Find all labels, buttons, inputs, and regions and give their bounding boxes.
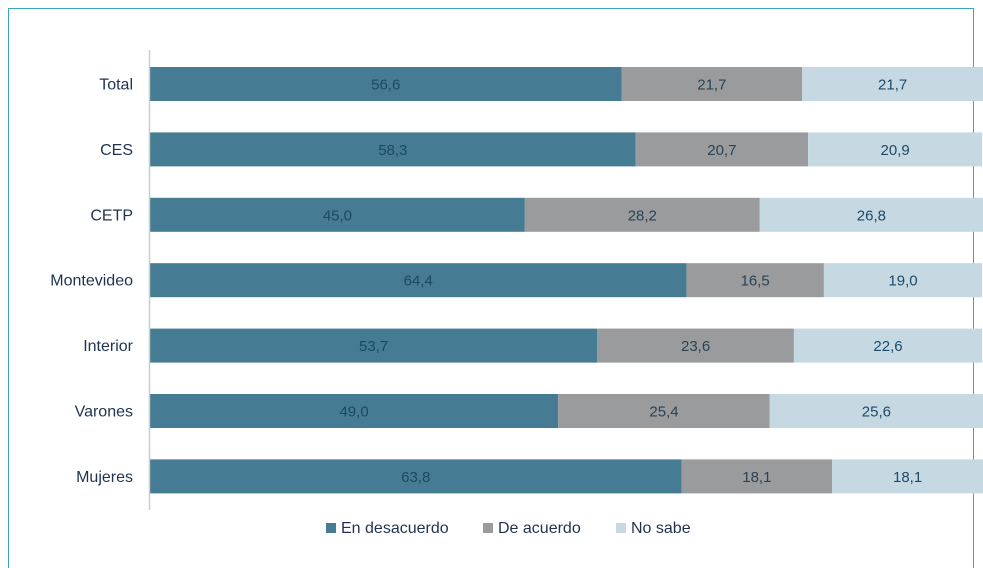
- data-label: 26,8: [857, 207, 886, 224]
- bar-segment: [524, 197, 760, 232]
- data-label: 20,7: [707, 142, 736, 159]
- data-label: 21,7: [697, 77, 726, 94]
- category-label: Mujeres: [76, 469, 133, 486]
- bar-segment: [150, 328, 598, 363]
- bar-segment: [681, 459, 833, 494]
- bar-segment: [793, 328, 983, 363]
- data-label: 56,6: [371, 77, 400, 94]
- legend-swatch: [616, 523, 626, 533]
- data-label: 18,1: [893, 469, 922, 486]
- bar-segment: [150, 459, 682, 494]
- data-label: 53,7: [359, 338, 388, 355]
- category-label: Montevideo: [50, 273, 133, 290]
- category-label: Total: [99, 77, 133, 94]
- category-label: CETP: [90, 207, 133, 224]
- bar-segment: [832, 459, 983, 494]
- bar-segment: [635, 132, 809, 167]
- bar-segment: [769, 394, 983, 428]
- bar-segment: [686, 263, 824, 298]
- data-label: 21,7: [878, 77, 907, 94]
- bar-segment: [150, 132, 636, 167]
- category-label: Varones: [75, 404, 133, 421]
- data-label: 45,0: [323, 207, 352, 224]
- category-label: CES: [100, 142, 133, 159]
- legend-swatch: [483, 523, 493, 533]
- legend-swatch: [326, 523, 336, 533]
- bar-segment: [759, 197, 983, 232]
- category-label: Interior: [83, 338, 133, 355]
- data-label: 64,4: [404, 273, 433, 290]
- legend: En desacuerdo De acuerdo No sabe: [326, 520, 691, 537]
- data-label: 25,4: [649, 404, 678, 421]
- bar-segment: [621, 67, 803, 101]
- bar-segment: [150, 197, 525, 232]
- category-labels: Total CES CETP Montevideo Interior Varones Muj…: [50, 77, 133, 486]
- data-label: 58,3: [378, 142, 407, 159]
- data-label: 49,0: [339, 404, 368, 421]
- bar-segment: [823, 263, 983, 298]
- data-label: 16,5: [741, 273, 770, 290]
- bar-segment: [150, 263, 687, 298]
- bar-segment: [150, 67, 622, 101]
- bar-segment: [597, 328, 794, 363]
- data-label: 23,6: [681, 338, 710, 355]
- bar-segment: [808, 132, 983, 167]
- bars-group: 56,6 21,7 21,7 58,3 20,7 20,9 45,0 28,2 26,8 64,4…: [150, 67, 983, 494]
- legend-label: No sabe: [631, 520, 691, 537]
- data-label: 20,9: [881, 142, 910, 159]
- data-label: 25,6: [862, 404, 891, 421]
- data-label: 19,0: [888, 273, 917, 290]
- data-label: 28,2: [628, 207, 657, 224]
- bar-segment: [558, 394, 770, 428]
- legend-label: En desacuerdo: [341, 520, 449, 537]
- bar-segment: [802, 67, 983, 101]
- legend-label: De acuerdo: [498, 520, 581, 537]
- data-label: 18,1: [742, 469, 771, 486]
- bar-segment: [150, 394, 559, 428]
- data-label: 22,6: [873, 338, 902, 355]
- data-label: 63,8: [401, 469, 430, 486]
